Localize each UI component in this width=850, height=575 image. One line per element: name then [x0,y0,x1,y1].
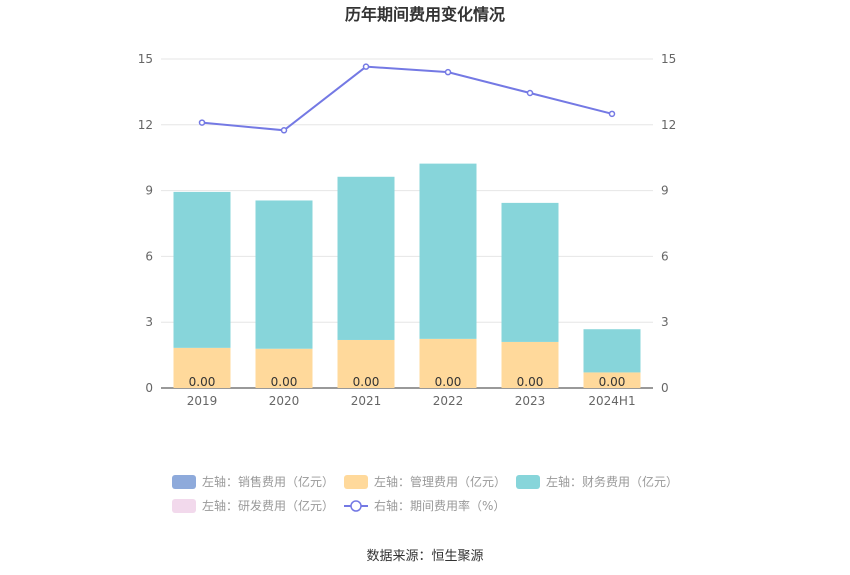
y-right-tick-label: 12 [661,118,676,132]
legend-label: 左轴：管理费用（亿元） [374,474,506,489]
line-series [198,63,616,134]
bar-data-label: 0.00 [271,375,298,389]
x-tick-label: 2024H1 [588,394,635,408]
y-left-tick-label: 0 [145,381,153,395]
bar-segment-s1-0 [173,347,231,388]
bar-segment-s1-1 [255,348,313,388]
x-tick-label: 2023 [515,394,546,408]
bar-segment-s1-3 [419,338,477,388]
legend-label: 左轴：销售费用（亿元） [202,474,334,489]
source-note: 数据来源：恒生聚源 [366,549,483,564]
legend-line-marker [350,500,362,512]
x-tick-label: 2022 [433,394,464,408]
y-left-tick-label: 6 [145,249,153,263]
line-series-4 [201,65,613,132]
legend-label: 左轴：财务费用（亿元） [546,474,678,489]
bar-segment-s2-3 [419,163,477,339]
bar-data-label: 0.00 [353,375,380,389]
line-point [362,63,370,70]
legend: 左轴：销售费用（亿元） 左轴：管理费用（亿元） 左轴：财务费用（亿元） 左轴：研发费用… [172,474,678,513]
y-left-tick-label: 15 [138,52,153,66]
legend-swatch [172,475,196,489]
y-left-tick-label: 9 [145,184,153,198]
bar-segment-s2-5 [583,329,641,373]
bar-data-label: 0.00 [599,375,626,389]
line-point [280,127,288,134]
y-left-tick-label: 3 [145,315,153,329]
bar-segment-s2-4 [501,202,559,342]
legend-swatch [172,499,196,513]
y-left-tick-label: 12 [138,118,153,132]
line-point [526,89,534,97]
bar-segment-s1-2 [337,339,395,388]
y-right-tick-label: 6 [661,249,669,263]
bar-segment-s2-0 [173,191,231,348]
legend-swatch [516,475,540,489]
bar-segment-s2-2 [337,176,395,340]
grid-lines [161,58,653,323]
legend-swatch [344,475,368,489]
x-tick-label: 2020 [269,394,300,408]
bar-segment-s2-1 [255,200,313,349]
bar-data-label: 0.00 [517,375,544,389]
y-right-tick-label: 9 [661,184,669,198]
legend-label: 右轴：期间费用率（%） [374,498,505,513]
line-point [608,110,616,118]
line-point [444,68,452,76]
line-point [198,119,206,126]
bar-segment-s1-4 [501,341,559,388]
chart-title: 历年期间费用变化情况 [345,5,505,24]
bar-data-label: 0.00 [189,375,216,389]
bar-data-label: 0.00 [435,375,462,389]
y-right-tick-label: 0 [661,381,669,395]
x-tick-label: 2019 [187,394,218,408]
x-tick-label: 2021 [351,394,382,408]
axes: 0 3 6 9 12 15 0 3 6 9 12 15 2019 2020 2021 2022 2023 2024… [138,52,677,408]
y-right-tick-label: 15 [661,52,676,66]
y-right-tick-label: 3 [661,315,669,329]
legend-label: 左轴：研发费用（亿元） [202,498,334,513]
data-labels: 0.00 0.00 0.00 0.00 0.00 0.00 [189,375,626,389]
bar-segment-s1-5 [583,372,641,388]
bar-series [173,163,641,388]
